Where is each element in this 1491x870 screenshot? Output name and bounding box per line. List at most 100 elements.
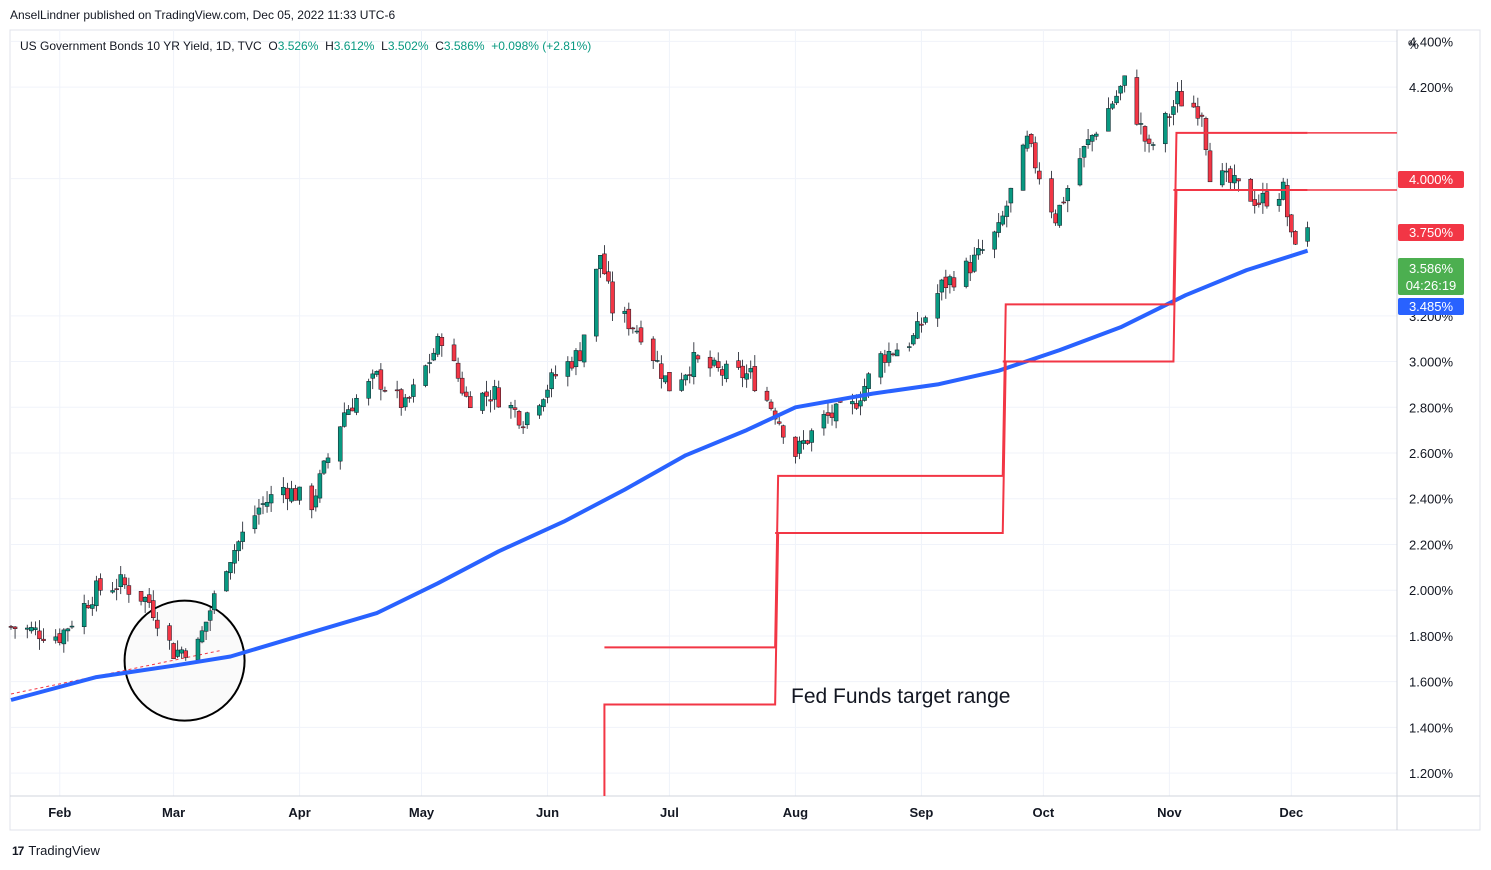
candle-body <box>65 628 71 632</box>
candle-body <box>1008 187 1014 204</box>
candle-body <box>370 373 375 379</box>
candle-body <box>260 503 266 505</box>
candle-body <box>151 600 156 618</box>
candle-body <box>33 627 38 630</box>
candle-body <box>25 627 30 630</box>
candle-body <box>829 412 835 418</box>
candle-body <box>549 372 554 390</box>
chart-frame <box>9 29 1481 831</box>
candle-body <box>683 374 688 381</box>
candle-body <box>37 630 42 640</box>
candle-body <box>545 389 550 398</box>
candle-body <box>594 268 599 337</box>
y-tick-label: 1.400% <box>1409 720 1454 735</box>
candle-body <box>41 638 46 641</box>
candle-body <box>512 407 518 410</box>
highlight-circle <box>123 599 246 722</box>
candle-body <box>342 412 347 427</box>
candle-body <box>1150 144 1156 146</box>
candle-body <box>915 321 920 339</box>
y-tick-label: 3.000% <box>1409 355 1454 370</box>
low-value: 3.502% <box>387 39 429 53</box>
candle-body <box>423 365 428 386</box>
candle-body <box>854 403 859 409</box>
candle-body <box>626 308 632 330</box>
candle-body <box>293 488 298 501</box>
candle-body <box>1065 188 1071 202</box>
candle-body <box>606 271 611 282</box>
brand-name: TradingView <box>28 843 100 858</box>
candle-body <box>1134 77 1140 125</box>
candle-body <box>199 630 205 643</box>
candle-body <box>118 574 123 587</box>
candle-body <box>1033 142 1038 169</box>
candle-body <box>1167 116 1172 118</box>
candle-body <box>825 412 831 416</box>
candle-body <box>1122 75 1127 86</box>
candle-body <box>740 365 745 379</box>
candle-body <box>801 440 806 444</box>
candle-body <box>1264 191 1270 207</box>
x-tick-label: Feb <box>48 805 71 820</box>
candle-body <box>183 650 189 658</box>
candle-body <box>203 621 209 632</box>
y-tick-label: 2.800% <box>1409 400 1454 415</box>
candle-body <box>207 610 213 621</box>
candle-body <box>1061 201 1066 204</box>
y-tick-label: 2.000% <box>1409 583 1454 598</box>
footer-brand[interactable]: 17 TradingView <box>12 843 100 858</box>
candle-body <box>1118 85 1123 94</box>
candle-body <box>325 457 331 463</box>
candle-body <box>350 407 355 412</box>
candle-body <box>264 502 270 507</box>
candle-body <box>110 590 115 593</box>
close-value: 3.586% <box>443 39 485 53</box>
candle-body <box>805 440 810 444</box>
candle-body <box>12 626 18 629</box>
candle-body <box>577 350 583 361</box>
candle-body <box>1285 185 1290 218</box>
candle-body <box>793 436 798 457</box>
candle-body <box>797 440 802 454</box>
candle-body <box>768 401 774 409</box>
candle-body <box>744 373 749 380</box>
candle-body <box>224 571 229 592</box>
candle-body <box>122 577 128 586</box>
candle-body <box>346 409 351 415</box>
candle-body <box>1219 170 1225 186</box>
candle-body <box>53 636 58 641</box>
candle-body <box>114 588 119 590</box>
candle-body <box>541 399 546 408</box>
candle-body <box>94 580 99 607</box>
y-tick-label: 1.600% <box>1409 675 1454 690</box>
candle-body <box>289 488 294 502</box>
candle-body <box>1057 204 1062 226</box>
candle-body <box>1289 214 1294 233</box>
candle-body <box>882 354 888 363</box>
candle-body <box>29 627 34 632</box>
candle-body <box>610 281 615 314</box>
candle-body <box>1004 205 1010 217</box>
candle-body <box>963 260 969 287</box>
candle-body <box>764 390 770 401</box>
candle-body <box>691 352 697 378</box>
candle-body <box>411 384 416 397</box>
y-tick-label: 4.200% <box>1409 80 1454 95</box>
x-tick-label: Oct <box>1033 805 1055 820</box>
candle-body <box>1053 213 1058 224</box>
candle-body <box>240 531 245 542</box>
symbol-name: US Government Bonds 10 YR Yield, 1D, TVC <box>20 39 262 53</box>
moving-average-line <box>10 248 1309 702</box>
candle-body <box>951 277 957 288</box>
candle-body <box>1000 215 1005 225</box>
candle-body <box>126 585 132 595</box>
candle-body <box>821 414 827 429</box>
candle-body <box>463 391 469 397</box>
candle-body <box>155 619 160 629</box>
y-tick-label: 2.600% <box>1409 446 1454 461</box>
candle-body <box>687 374 693 376</box>
candle-body <box>679 379 684 391</box>
candle-body <box>1020 144 1026 191</box>
candle-body <box>1236 178 1241 182</box>
